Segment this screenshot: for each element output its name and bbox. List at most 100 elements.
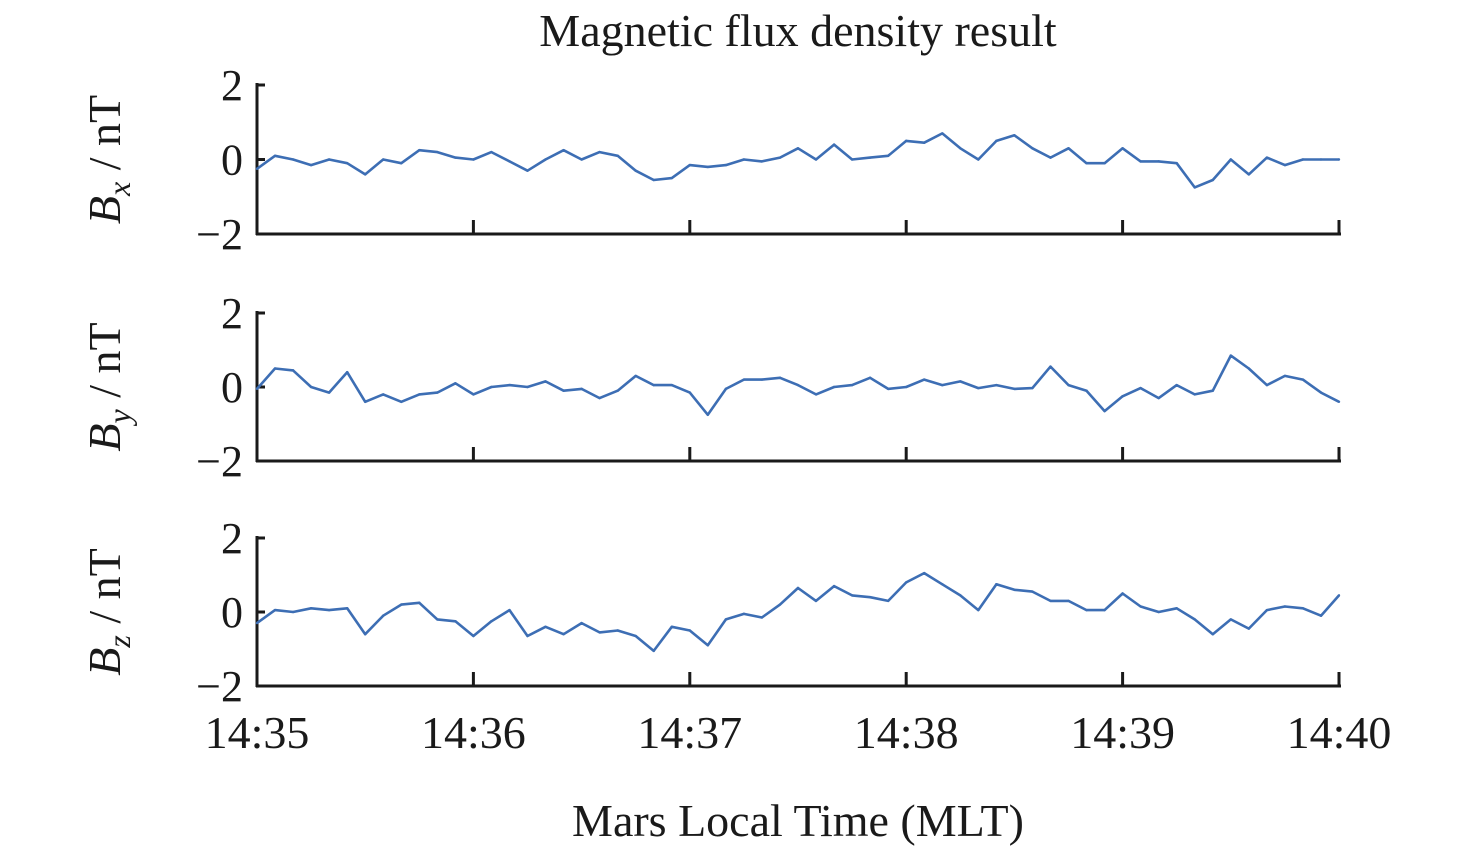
- data-point: [454, 620, 457, 623]
- data-point: [995, 583, 998, 586]
- y-label-symbol: B: [79, 423, 130, 451]
- data-point: [490, 385, 493, 389]
- data-point: [1103, 608, 1106, 612]
- panel-y: 2 0 −2 By / nT: [79, 289, 1341, 486]
- data-point: [850, 383, 854, 387]
- data-point: [598, 150, 601, 154]
- data-point: [1049, 156, 1052, 159]
- data-point: [850, 594, 854, 597]
- y-tick-label: 2: [221, 289, 243, 338]
- data-point: [1319, 614, 1323, 617]
- data-point: [544, 380, 547, 383]
- data-point: [724, 387, 728, 391]
- data-point: [598, 631, 601, 634]
- data-point: [760, 160, 764, 163]
- data-point: [742, 612, 746, 616]
- data-point: [1031, 386, 1034, 390]
- data-point: [1283, 605, 1287, 608]
- data-point: [544, 158, 547, 161]
- data-point: [850, 158, 854, 161]
- data-point: [562, 633, 565, 636]
- data-point: [382, 393, 385, 396]
- data-point: [905, 385, 908, 389]
- data-point: [309, 385, 313, 389]
- data-point: [580, 621, 583, 625]
- y-tick-label: 0: [221, 363, 243, 412]
- data-point: [670, 383, 673, 387]
- data-point: [1265, 608, 1269, 612]
- data-point: [796, 586, 800, 590]
- data-point: [959, 147, 962, 150]
- y-tick-label: 0: [221, 588, 243, 637]
- data-point: [255, 387, 259, 391]
- data-point: [1175, 383, 1178, 387]
- data-point: [652, 178, 655, 182]
- data-point: [508, 383, 511, 387]
- y-tick-label: 2: [221, 61, 243, 110]
- data-point: [1031, 147, 1034, 150]
- data-point: [688, 163, 691, 167]
- data-point: [1121, 395, 1124, 398]
- data-point: [1013, 134, 1016, 137]
- data-point: [1319, 391, 1323, 394]
- data-point: [1211, 633, 1214, 636]
- data-point: [526, 169, 529, 172]
- data-point: [400, 162, 403, 165]
- data-point: [309, 163, 313, 167]
- data-point: [291, 610, 295, 614]
- data-point: [868, 376, 872, 379]
- data-point: [977, 386, 980, 390]
- data-point: [923, 571, 926, 575]
- data-point: [1301, 607, 1305, 610]
- x-tick-label: 14:40: [1287, 707, 1392, 758]
- x-tick-label: 14:37: [637, 707, 742, 758]
- y-axis-label: By / nT: [79, 322, 137, 451]
- data-point: [255, 167, 259, 171]
- data-point: [1085, 608, 1088, 612]
- data-point: [1247, 173, 1251, 176]
- data-point: [616, 154, 619, 157]
- data-point: [1337, 158, 1341, 161]
- data-point: [1193, 393, 1196, 396]
- data-point: [327, 391, 331, 394]
- data-point: [832, 143, 836, 146]
- data-point: [291, 369, 295, 372]
- y-label-unit: / nT: [79, 322, 130, 409]
- data-point: [454, 382, 457, 385]
- data-point: [1067, 383, 1070, 387]
- data-point: [796, 383, 800, 387]
- data-point: [1121, 592, 1124, 595]
- data-point: [941, 583, 944, 586]
- data-point: [959, 594, 962, 597]
- data-point: [941, 132, 944, 135]
- data-point: [868, 156, 872, 159]
- y-label-symbol: B: [79, 648, 130, 676]
- data-point: [868, 596, 872, 599]
- data-point: [1265, 383, 1269, 387]
- data-point: [327, 158, 331, 161]
- data-point: [400, 603, 403, 606]
- data-point: [1175, 162, 1178, 165]
- data-point: [616, 389, 619, 392]
- data-point: [977, 158, 980, 161]
- x-tick-label: 14:36: [421, 707, 526, 758]
- data-point: [1337, 594, 1341, 597]
- data-point: [634, 169, 637, 172]
- data-point: [364, 633, 367, 636]
- y-axis-label: Bx / nT: [79, 95, 137, 224]
- data-point: [995, 139, 998, 143]
- data-point: [1301, 378, 1305, 381]
- data-point: [1193, 618, 1196, 621]
- data-point: [436, 618, 439, 621]
- data-point: [562, 389, 565, 392]
- data-point: [832, 584, 836, 588]
- data-point: [1085, 162, 1088, 165]
- data-point: [1157, 610, 1160, 614]
- data-point: [670, 625, 673, 628]
- y-tick-label: −2: [196, 662, 243, 711]
- data-point: [1175, 607, 1178, 610]
- data-point: [327, 608, 331, 612]
- data-point: [508, 160, 511, 163]
- data-point: [995, 383, 998, 387]
- data-point: [1301, 158, 1305, 161]
